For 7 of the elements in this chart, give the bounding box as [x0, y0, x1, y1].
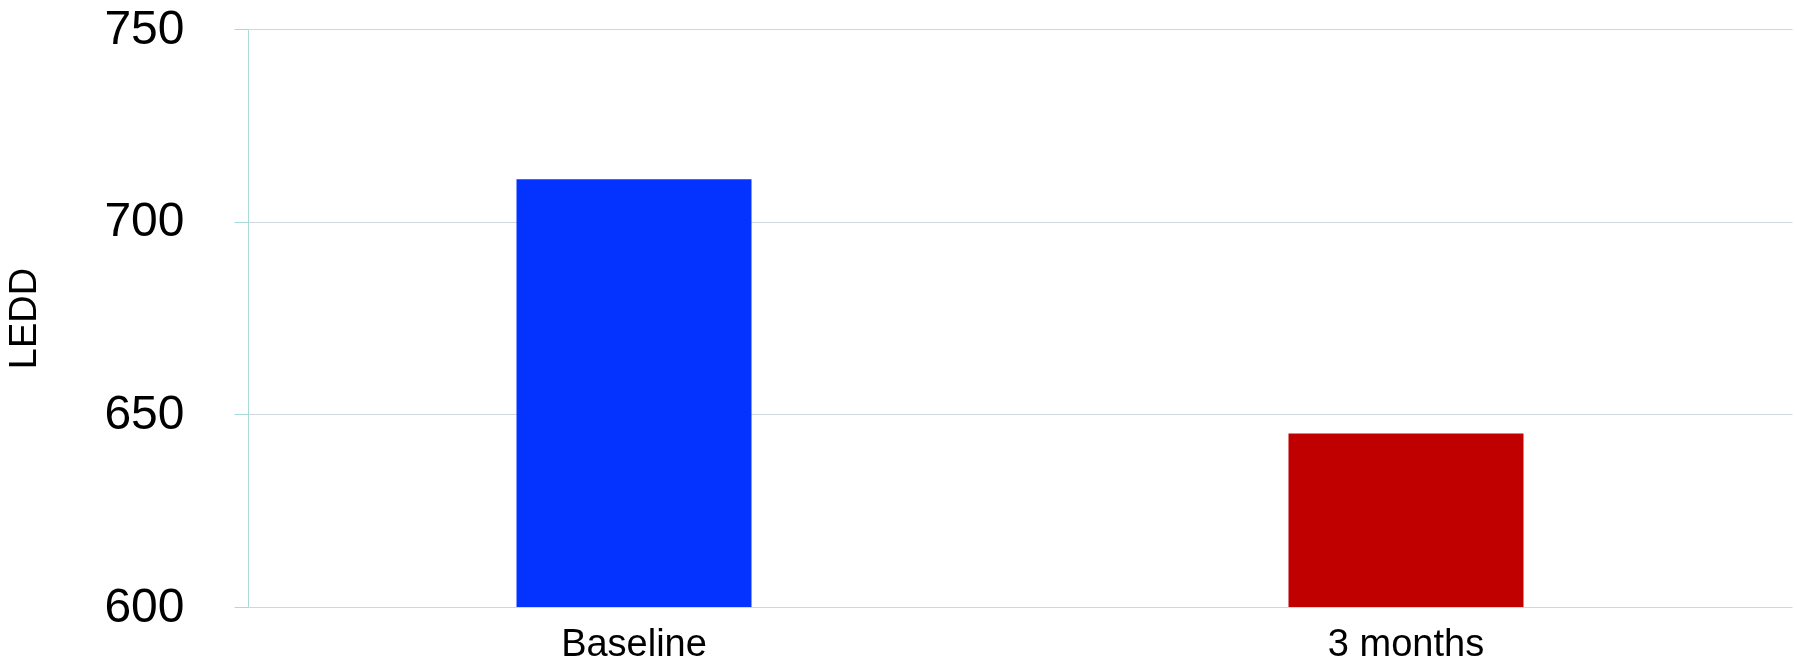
y-tick-label: 650 [104, 385, 185, 439]
x-tick-label: 3 months [1327, 621, 1485, 664]
y-tick-label: 750 [104, 0, 185, 54]
y-axis-title: LEDD [2, 267, 45, 370]
y-tick-label: 700 [104, 193, 185, 247]
y-tick-label: 600 [104, 578, 185, 632]
x-tick-label: Baseline [561, 621, 707, 664]
